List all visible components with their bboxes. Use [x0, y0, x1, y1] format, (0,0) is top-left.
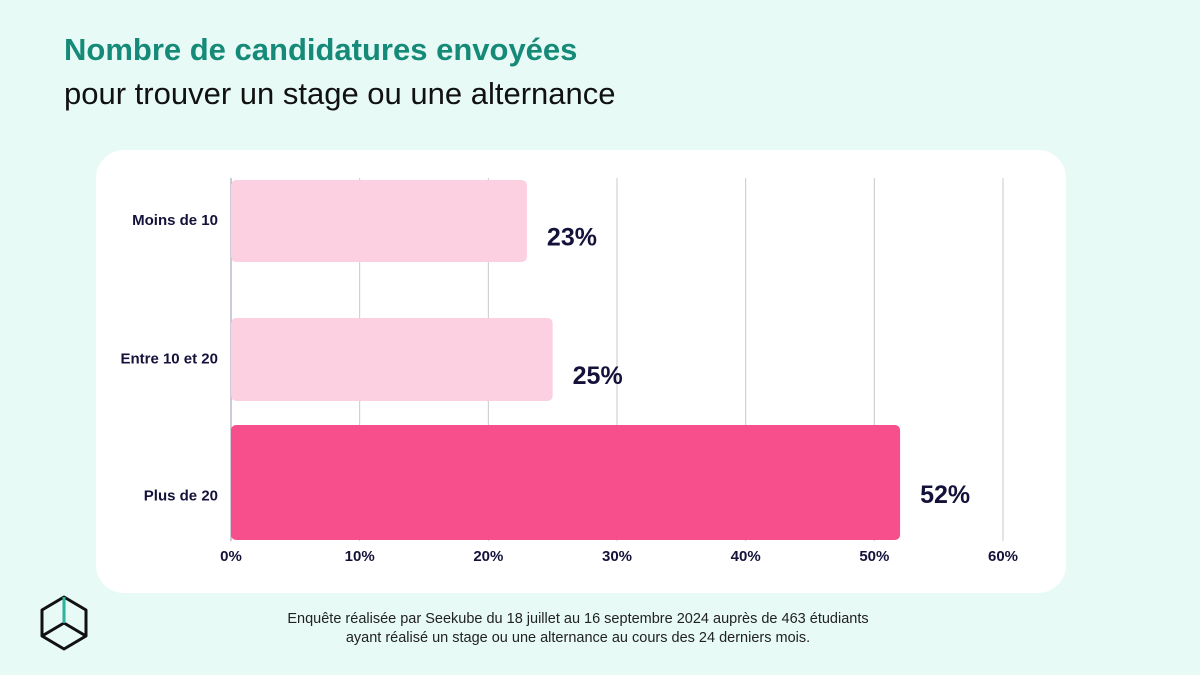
x-tick-label: 50% — [859, 548, 889, 565]
footnote: ayant réalisé un stage ou une alternance… — [346, 630, 810, 646]
value-label: 52% — [920, 481, 970, 509]
chart-title: Nombre de candidatures envoyées — [64, 32, 577, 67]
bar — [231, 425, 901, 540]
x-tick-label: 60% — [988, 548, 1018, 565]
x-tick-label: 30% — [602, 548, 632, 565]
bar — [231, 180, 527, 262]
x-tick-label: 20% — [473, 548, 503, 565]
x-tick-label: 10% — [345, 548, 375, 565]
chart-subtitle: pour trouver un stage ou une alternance — [64, 76, 616, 111]
x-tick-label: 0% — [220, 548, 242, 565]
value-label: 23% — [547, 224, 597, 252]
logo — [40, 595, 88, 651]
y-tick-label: Plus de 20 — [144, 487, 218, 504]
bar — [231, 318, 553, 401]
y-tick-label: Moins de 10 — [132, 212, 218, 229]
x-tick-label: 40% — [731, 548, 761, 565]
y-tick-label: Entre 10 et 20 — [120, 350, 218, 367]
value-label: 25% — [573, 362, 623, 390]
footnote: Enquête réalisée par Seekube du 18 juill… — [287, 611, 868, 627]
